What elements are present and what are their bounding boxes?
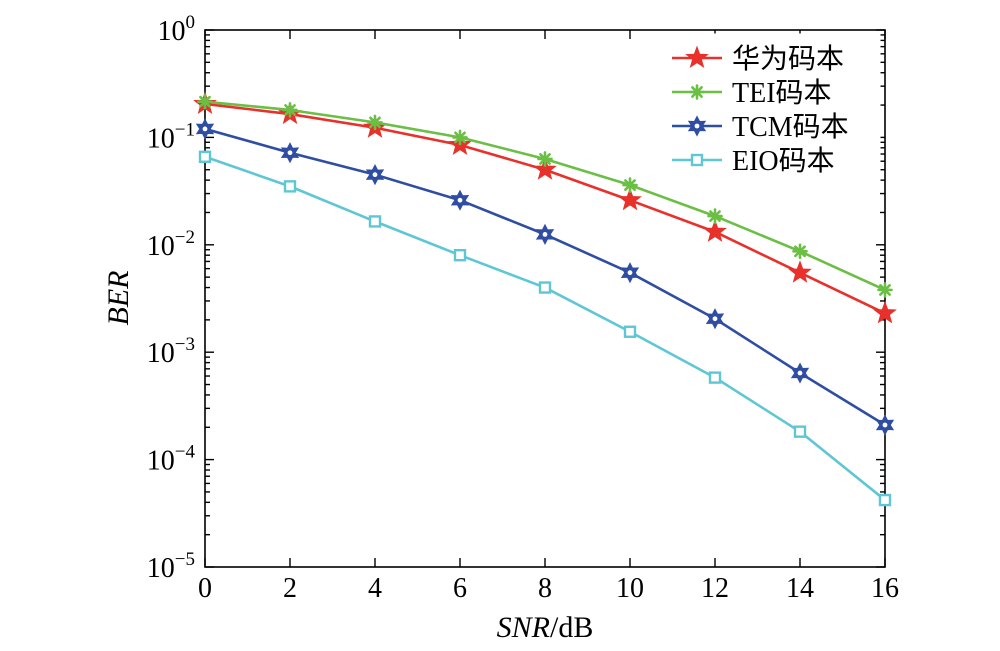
- data-point: [878, 493, 892, 507]
- asterisk-stroke: [454, 131, 466, 144]
- asterisk-stroke: [794, 245, 806, 258]
- x-tick-label: 0: [198, 573, 212, 604]
- data-point: [282, 102, 298, 118]
- series-3: [195, 118, 895, 436]
- x-tick-label: 6: [453, 573, 467, 604]
- data-point: [280, 142, 300, 164]
- data-point: [537, 151, 553, 167]
- legend-item: 华为码本: [672, 43, 844, 75]
- plot-axes: 0 2 4 6 8 10 12 14 16 100 10−1 10−2 10−3 10−4 10−5: [147, 12, 899, 604]
- legend-item: EIO码本: [672, 145, 835, 177]
- series-4: [198, 150, 892, 507]
- data-point: [450, 189, 470, 211]
- x-tick-label: 4: [368, 573, 382, 604]
- data-point: [623, 325, 637, 338]
- x-tick-label: 8: [538, 573, 552, 604]
- data-point: [873, 300, 897, 324]
- data-point: [788, 260, 812, 283]
- data-point: [705, 308, 725, 330]
- hexagram-core: [542, 231, 548, 237]
- data-point: [792, 243, 808, 260]
- data-point: [622, 177, 638, 193]
- legend-label: TEI码本: [732, 77, 832, 109]
- data-point: [618, 187, 642, 211]
- data-point: [283, 180, 297, 193]
- data-point: [707, 208, 723, 224]
- legend-label: EIO码本: [732, 145, 835, 177]
- y-tick-label: 10−5: [147, 549, 195, 584]
- series-line: [204, 155, 886, 502]
- hexagram-core: [457, 197, 463, 203]
- legend-marker: [687, 115, 707, 137]
- asterisk-stroke: [691, 86, 703, 98]
- data-point: [368, 215, 382, 228]
- data-point: [197, 93, 213, 110]
- hexagram-core: [372, 172, 378, 178]
- data-point: [453, 249, 467, 262]
- x-tick-label: 2: [283, 573, 297, 604]
- data-point: [793, 425, 807, 438]
- x-tick-label: 12: [701, 573, 729, 604]
- x-axis-title: SNR/dB: [497, 611, 594, 644]
- hexagram-core: [287, 150, 293, 156]
- data-point: [708, 371, 722, 384]
- hexagram-core: [202, 126, 208, 132]
- hexagram-core: [694, 123, 700, 129]
- hexagram-core: [627, 270, 633, 276]
- data-point: [367, 114, 383, 131]
- legend-marker: [689, 84, 705, 100]
- asterisk-stroke: [879, 284, 891, 296]
- y-tick-label: 10−2: [147, 227, 195, 262]
- x-tick-label: 14: [786, 573, 814, 604]
- asterisk-stroke: [369, 116, 381, 129]
- asterisk-stroke: [284, 104, 296, 116]
- hexagram-core: [797, 370, 803, 376]
- y-tick-label: 10−1: [147, 119, 195, 154]
- data-point: [533, 157, 557, 180]
- data-point: [535, 223, 555, 245]
- data-point: [452, 129, 468, 146]
- y-tick-label: 100: [158, 12, 196, 47]
- asterisk-stroke: [624, 179, 636, 191]
- data-point: [703, 219, 727, 242]
- data-point: [620, 262, 640, 284]
- asterisk-stroke: [709, 210, 721, 223]
- data-point: [198, 150, 212, 163]
- asterisk-stroke: [539, 153, 551, 165]
- legend-item: TEI码本: [672, 77, 832, 109]
- series-layer: [193, 91, 897, 507]
- legend-item: TCM码本: [672, 111, 849, 143]
- legend-label: TCM码本: [732, 111, 849, 143]
- hexagram-core: [882, 422, 888, 428]
- x-tick-label: 10: [616, 573, 644, 604]
- data-point: [538, 281, 552, 294]
- x-tick-label: 16: [871, 573, 899, 604]
- data-point: [875, 414, 895, 436]
- data-point: [877, 282, 893, 298]
- hexagram-core: [712, 316, 718, 322]
- data-point: [365, 164, 385, 186]
- data-point: [195, 118, 215, 140]
- legend-label: 华为码本: [732, 43, 844, 75]
- series-2: [197, 93, 893, 298]
- y-tick-label: 10−4: [147, 442, 196, 477]
- y-tick-label: 10−3: [147, 334, 195, 369]
- data-point: [790, 362, 810, 384]
- legend-marker: [685, 45, 709, 69]
- asterisk-stroke: [199, 95, 211, 108]
- y-axis-title: BER: [102, 271, 135, 326]
- legend-marker: [690, 153, 704, 167]
